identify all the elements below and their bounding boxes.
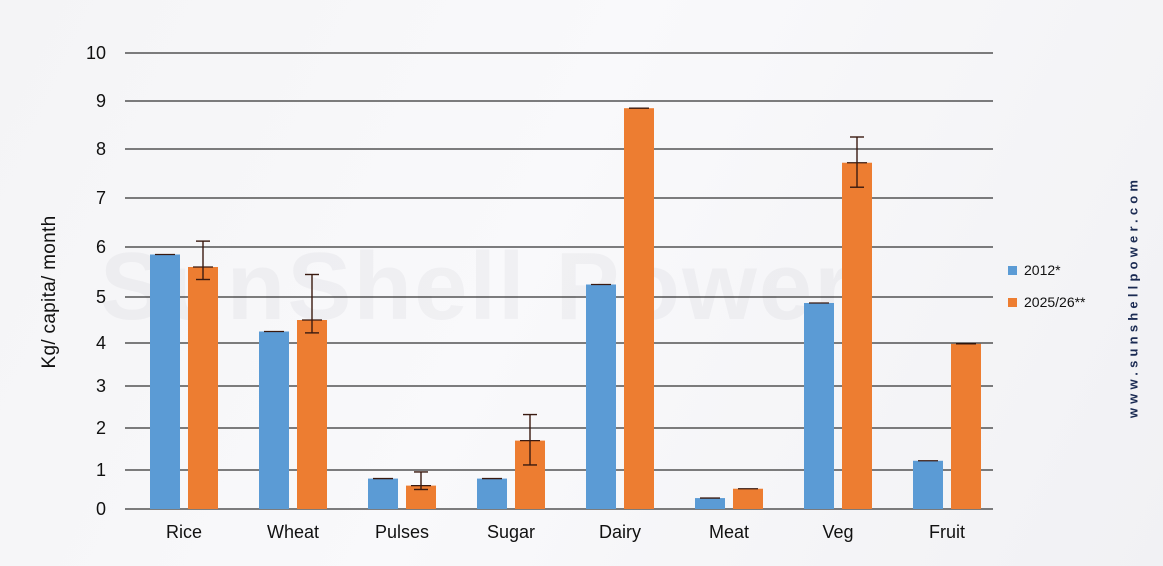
legend-item-2012: 2012* <box>1008 260 1086 280</box>
y-tick-label: 3 <box>96 376 106 396</box>
x-tick-label: Dairy <box>599 522 641 542</box>
y-tick-label: 6 <box>96 237 106 257</box>
x-tick-label: Pulses <box>375 522 429 542</box>
legend-label-2025: 2025/26** <box>1024 294 1086 310</box>
x-tick-label: Sugar <box>487 522 535 542</box>
y-tick-label: 8 <box>96 139 106 159</box>
y-axis-label: Kg/ capita/ month <box>39 215 60 369</box>
y-tick-label: 5 <box>96 287 106 307</box>
x-tick-label: Wheat <box>267 522 319 542</box>
bar <box>842 162 872 509</box>
x-tick-label: Fruit <box>929 522 965 542</box>
legend-item-2025: 2025/26** <box>1008 292 1086 312</box>
legend-swatch-2025 <box>1008 297 1017 307</box>
bar <box>188 267 218 509</box>
y-tick-label: 10 <box>86 43 106 63</box>
bar <box>733 488 763 509</box>
y-tick-label: 0 <box>96 499 106 519</box>
x-tick-label: Veg <box>822 522 853 542</box>
bar <box>150 254 180 509</box>
x-tick-label: Rice <box>166 522 202 542</box>
x-tick-label: Meat <box>709 522 749 542</box>
legend-label-2012: 2012* <box>1024 262 1061 278</box>
y-tick-label: 7 <box>96 188 106 208</box>
bar <box>297 320 327 509</box>
y-tick-label: 1 <box>96 460 106 480</box>
bar <box>259 331 289 509</box>
legend-swatch-2012 <box>1008 265 1017 275</box>
y-tick-label: 9 <box>96 91 106 111</box>
y-tick-label: 4 <box>96 333 106 353</box>
bar <box>624 108 654 509</box>
bar <box>586 284 616 509</box>
bar <box>804 302 834 509</box>
bar <box>477 478 507 509</box>
y-tick-label: 2 <box>96 418 106 438</box>
site-url: www.sunshellpower.com <box>1125 175 1141 419</box>
bar <box>951 343 981 509</box>
bar <box>913 460 943 509</box>
bar <box>406 485 436 509</box>
bar <box>695 498 725 509</box>
bar <box>368 478 398 509</box>
legend: 2012* 2025/26** <box>1008 260 1086 324</box>
